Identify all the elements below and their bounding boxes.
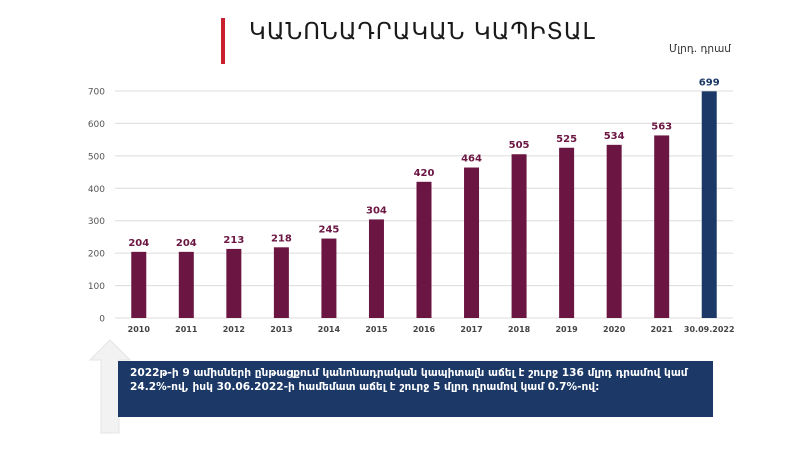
data-label: 204 (128, 238, 149, 249)
data-label: 534 (604, 131, 625, 142)
bar (131, 251, 147, 318)
y-tick-label: 300 (88, 217, 105, 227)
data-label: 245 (318, 225, 339, 236)
data-label: 213 (223, 235, 244, 246)
x-tick-label: 2018 (508, 325, 531, 334)
x-tick-label: 2020 (603, 325, 626, 334)
bar (273, 247, 289, 318)
y-tick-label: 0 (99, 315, 105, 325)
y-tick-label: 700 (88, 88, 105, 98)
x-tick-label: 2010 (128, 325, 151, 334)
x-tick-label: 2012 (223, 325, 245, 334)
data-label: 525 (556, 134, 577, 145)
data-label: 420 (414, 168, 435, 179)
y-tick-label: 400 (88, 185, 105, 195)
bar (226, 248, 242, 318)
x-tick-label: 2015 (365, 325, 388, 334)
data-label: 204 (176, 238, 197, 249)
bar (654, 135, 670, 318)
data-label: 505 (509, 140, 530, 151)
x-tick-label: 2019 (555, 325, 578, 334)
page-title: ԿԱՆՈՆԱԴՐԱԿԱՆ ԿԱՊԻՏԱԼ (249, 19, 596, 45)
bar (178, 251, 194, 318)
summary-note-text: 2022թ-ի 9 ամիսների ընթացքում կանոնադրակա… (130, 367, 688, 393)
bar (559, 147, 575, 318)
data-label: 218 (271, 233, 292, 244)
bar (511, 154, 527, 318)
bar (321, 238, 337, 318)
up-arrow-icon (82, 338, 142, 452)
x-tick-label: 2021 (651, 325, 674, 334)
y-tick-label: 100 (88, 282, 105, 292)
data-label: 563 (651, 121, 672, 132)
bar (701, 91, 717, 319)
bar (416, 181, 432, 318)
data-label: 464 (461, 154, 482, 165)
data-label: 699 (699, 77, 720, 88)
bar (606, 144, 622, 318)
y-tick-label: 500 (88, 152, 105, 162)
bar-chart: 0 100 200 300 400 500 600 700 204 2010 204 2011 213 2… (88, 77, 735, 334)
bar (464, 167, 480, 318)
y-tick-label: 600 (88, 120, 105, 130)
x-tick-label: 2016 (413, 325, 436, 334)
x-tick-label: 2013 (270, 325, 292, 334)
summary-note: 2022թ-ի 9 ամիսների ընթացքում կանոնադրակա… (118, 361, 713, 417)
x-tick-label: 2017 (460, 325, 482, 334)
data-label: 304 (366, 205, 387, 216)
x-tick-label: 30.09.2022 (684, 325, 735, 334)
y-tick-label: 200 (88, 250, 105, 260)
unit-label: Մլրդ. դրամ (669, 43, 731, 55)
bar (368, 219, 384, 318)
title-accent-bar (221, 18, 225, 64)
x-tick-label: 2014 (318, 325, 341, 334)
x-tick-label: 2011 (175, 325, 198, 334)
